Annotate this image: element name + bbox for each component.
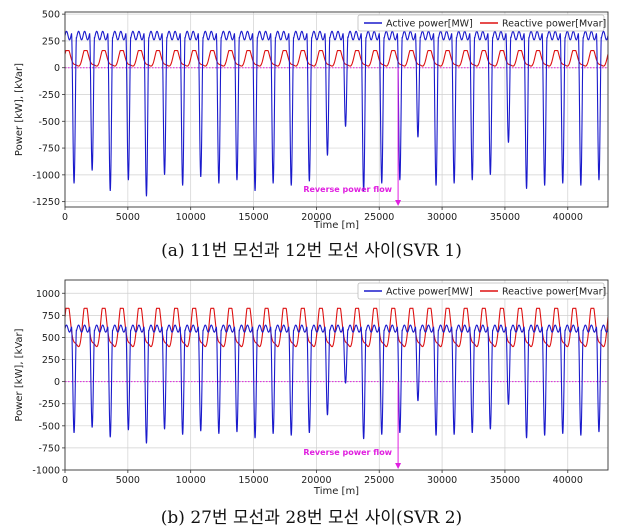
- y-tick-label: 1000: [36, 289, 60, 300]
- plot-area: [65, 30, 608, 197]
- y-tick-label: -750: [38, 144, 60, 155]
- caption-a: (a) 11번 모선과 12번 모선 사이(SVR 1): [161, 241, 462, 261]
- x-axis-label: Time [m]: [313, 486, 359, 497]
- legend-label-active: Active power[MW]: [386, 19, 473, 30]
- y-tick-label: -500: [38, 421, 60, 432]
- y-axis-label: Power [kW], [kVar]: [14, 63, 25, 156]
- series-line-reactive: [65, 307, 608, 348]
- y-tick-label: 0: [54, 63, 60, 74]
- x-axis-label: Time [m]: [313, 220, 359, 231]
- y-tick-label: 500: [42, 10, 60, 21]
- x-tick-label: 30000: [427, 475, 457, 486]
- y-tick-label: 500: [42, 333, 60, 344]
- annotation-label: Reverse power flow: [303, 185, 392, 194]
- x-tick-label: 25000: [364, 475, 394, 486]
- x-tick-label: 40000: [553, 475, 583, 486]
- y-tick-label: 750: [42, 311, 60, 322]
- y-tick-label: -500: [38, 117, 60, 128]
- plot-area: [65, 307, 608, 444]
- chart-panel-a: 0 5000 10000 15000 20000 25000 30000 35000 40000…: [14, 10, 609, 231]
- y-tick-label: -1000: [32, 170, 60, 181]
- y-tick-label: 0: [54, 377, 60, 388]
- x-tick-label: 0: [62, 475, 68, 486]
- plot-frame: [64, 279, 609, 471]
- legend-label-active: Active power[MW]: [386, 287, 473, 298]
- series-line-reactive: [65, 50, 608, 67]
- y-tick-label: -750: [38, 443, 60, 454]
- y-tick-label: 250: [42, 36, 60, 47]
- annotation-arrow-head: [395, 200, 402, 206]
- x-tick-label: 10000: [176, 475, 206, 486]
- plot-frame: [64, 11, 609, 208]
- x-tick-label: 25000: [364, 212, 394, 223]
- x-tick-label: 40000: [553, 212, 583, 223]
- x-tick-label: 10000: [176, 212, 206, 223]
- legend-label-reactive: Reactive power[Mvar]: [502, 287, 606, 298]
- x-tick-label: 30000: [427, 212, 457, 223]
- x-tick-label: 20000: [301, 212, 331, 223]
- x-tick-label: 35000: [490, 475, 520, 486]
- x-tick-label: 5000: [116, 212, 140, 223]
- y-tick-label: -1000: [32, 466, 60, 477]
- x-tick-label: 20000: [301, 475, 331, 486]
- y-tick-label: -250: [38, 399, 60, 410]
- x-tick-label: 0: [62, 212, 68, 223]
- series-line-active: [65, 324, 608, 444]
- series-line-active: [65, 30, 608, 197]
- annotation-label: Reverse power flow: [303, 448, 392, 457]
- y-axis-label: Power [kW], [kVar]: [14, 328, 25, 421]
- legend-label-reactive: Reactive power[Mvar]: [502, 19, 606, 30]
- annotation-arrow-head: [395, 463, 402, 469]
- y-tick-label: 250: [42, 355, 60, 366]
- x-tick-label: 35000: [490, 212, 520, 223]
- x-tick-label: 15000: [238, 475, 268, 486]
- chart-panel-b: 0 5000 10000 15000 20000 25000 30000 35000 40000…: [14, 279, 609, 497]
- caption-b: (b) 27번 모선과 28번 모선 사이(SVR 2): [160, 508, 463, 528]
- x-tick-label: 15000: [238, 212, 268, 223]
- y-tick-label: -1250: [32, 197, 60, 208]
- x-tick-label: 5000: [116, 475, 140, 486]
- y-tick-label: -250: [38, 90, 60, 101]
